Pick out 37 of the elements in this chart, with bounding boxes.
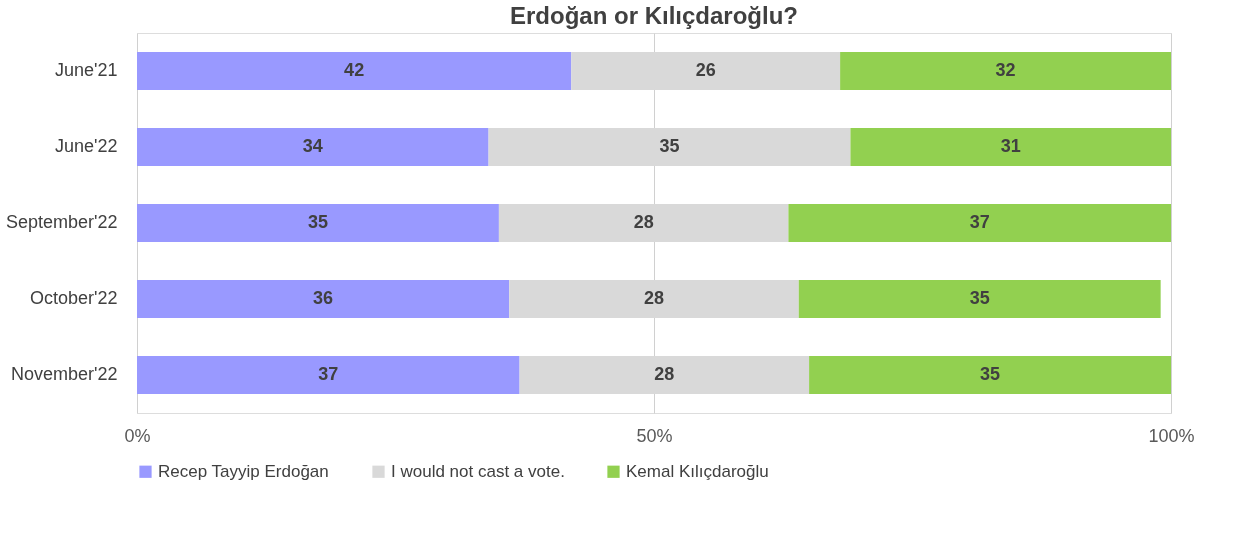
legend-label: I would not cast a vote. — [391, 461, 565, 481]
data-label: 26 — [695, 60, 716, 80]
data-label: 31 — [1000, 136, 1021, 156]
bar — [137, 356, 520, 394]
bar — [850, 128, 1171, 166]
data-label: 35 — [659, 136, 680, 156]
data-label: 35 — [307, 212, 328, 232]
data-label: 35 — [969, 288, 990, 308]
data-label: 28 — [633, 212, 654, 232]
data-label: 37 — [318, 364, 339, 384]
data-label: 28 — [643, 288, 665, 308]
data-label: 35 — [980, 364, 1001, 384]
data-label: 32 — [995, 60, 1016, 80]
y-tick-label: November'22 — [11, 364, 118, 384]
bar — [137, 280, 510, 318]
y-tick-label: June'21 — [55, 60, 118, 80]
x-tick-label: 0% — [124, 425, 151, 446]
legend-label: Recep Tayyip Erdoğan — [158, 461, 329, 481]
y-tick-label: June'22 — [55, 136, 118, 156]
legend-label: Kemal Kılıçdaroğlu — [626, 461, 769, 481]
bar — [137, 204, 499, 242]
bar — [137, 52, 572, 90]
data-label: 34 — [302, 136, 323, 156]
x-tick-label: 100% — [1148, 425, 1195, 446]
data-label: 42 — [344, 60, 365, 80]
x-tick-label: 50% — [636, 425, 673, 446]
y-tick-label: October'22 — [30, 288, 118, 308]
chart-title: Erdoğan or Kılıçdaroğlu? — [509, 2, 799, 29]
bar — [798, 280, 1161, 318]
data-label: 37 — [969, 212, 990, 232]
bar — [137, 128, 489, 166]
bar — [809, 356, 1171, 394]
data-label: 28 — [654, 364, 675, 384]
data-label: 36 — [313, 288, 334, 308]
bar — [840, 52, 1171, 90]
y-tick-label: September'22 — [5, 212, 118, 232]
bar — [788, 204, 1171, 242]
